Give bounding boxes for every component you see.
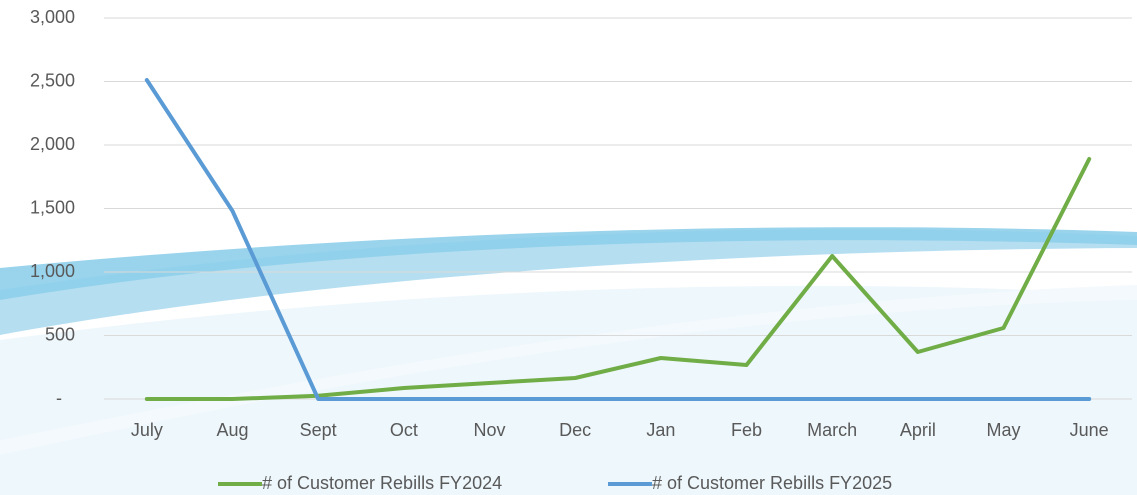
x-tick-label: Feb xyxy=(731,420,762,440)
legend-label: # of Customer Rebills FY2024 xyxy=(262,473,502,493)
x-tick-label: Jan xyxy=(646,420,675,440)
x-tick-label: July xyxy=(131,420,163,440)
series-line xyxy=(144,157,1092,401)
x-tick-label: March xyxy=(807,420,857,440)
x-tick-label: May xyxy=(986,420,1020,440)
legend-label: # of Customer Rebills FY2025 xyxy=(652,473,892,493)
x-tick-label: Oct xyxy=(390,420,418,440)
y-tick-label: 3,000 xyxy=(30,7,75,27)
x-tick-label: Nov xyxy=(473,420,505,440)
y-tick-label: - xyxy=(56,388,62,408)
x-tick-label: Sept xyxy=(300,420,337,440)
y-tick-label: 500 xyxy=(45,324,75,344)
x-tick-label: April xyxy=(900,420,936,440)
x-tick-label: Dec xyxy=(559,420,591,440)
y-tick-label: 1,500 xyxy=(30,197,75,217)
background-waves xyxy=(0,227,1137,495)
y-tick-label: 2,500 xyxy=(30,70,75,90)
x-tick-label: Aug xyxy=(216,420,248,440)
y-tick-label: 2,000 xyxy=(30,134,75,154)
y-tick-label: 1,000 xyxy=(30,261,75,281)
series-line xyxy=(144,78,1092,401)
x-tick-label: June xyxy=(1070,420,1109,440)
